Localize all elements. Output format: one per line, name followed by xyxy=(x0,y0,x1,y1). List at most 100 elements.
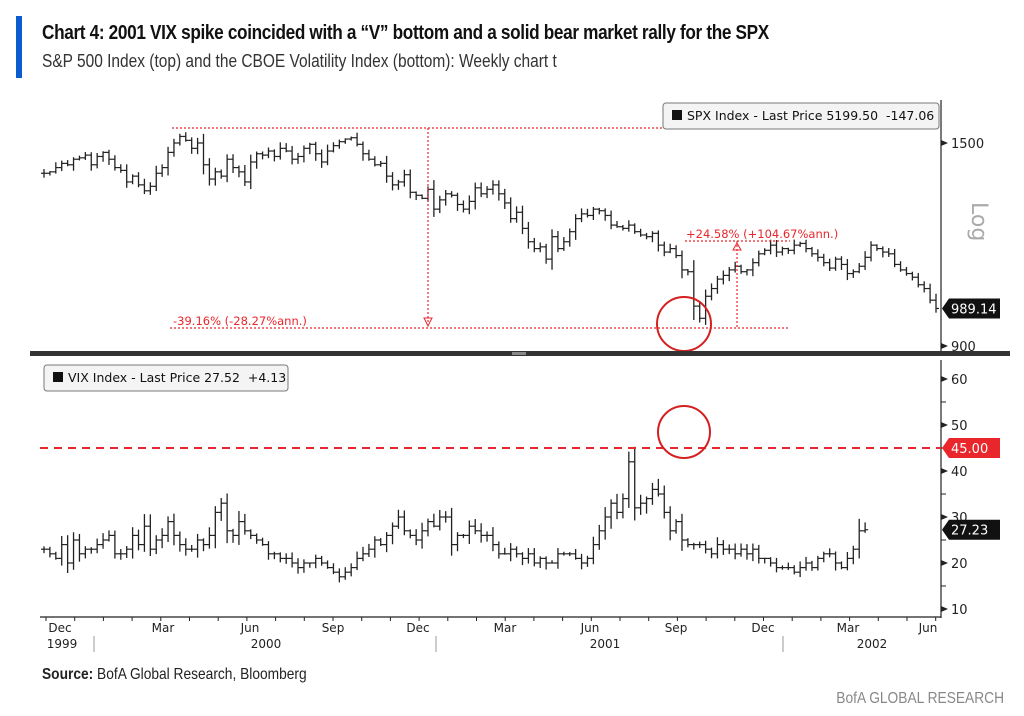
vix-bar xyxy=(212,506,219,549)
vix-bar xyxy=(253,533,260,544)
vix-y-tick-label: 60 xyxy=(951,373,968,388)
vix-bar xyxy=(614,493,621,520)
vix-bar xyxy=(808,560,815,571)
vix-bar xyxy=(856,518,863,559)
spx-bar xyxy=(200,133,207,175)
spx-bar xyxy=(46,171,53,176)
vix-bar xyxy=(359,546,366,562)
spx-bar xyxy=(153,165,160,192)
spx-bar xyxy=(608,210,615,230)
vix-bar xyxy=(726,544,733,555)
spx-bar xyxy=(649,231,656,243)
spx-bar xyxy=(495,180,502,201)
source-note: Source: BofA Global Research, Bloomberg xyxy=(42,666,307,684)
chart-title: Chart 4: 2001 VIX spike coincided with a… xyxy=(42,22,769,44)
vix-bar xyxy=(655,478,662,497)
spx-bar xyxy=(212,167,219,186)
vix-bar xyxy=(283,553,290,564)
x-month-label: Mar xyxy=(837,621,860,635)
decline-annotation-label: -39.16% (-28.27%ann.) xyxy=(173,314,307,328)
spx-bar xyxy=(584,208,591,218)
vix-legend-text: VIX Index - Last Price 27.52 +4.13 xyxy=(68,370,286,385)
vix-bar xyxy=(714,537,721,559)
vix-bar xyxy=(720,540,727,555)
spx-bar xyxy=(76,155,83,161)
panel-resize-handle[interactable] xyxy=(512,352,526,355)
vix-bar xyxy=(342,567,349,580)
vix-y-tick-label: 20 xyxy=(951,557,968,572)
vix-y-tick xyxy=(941,468,948,474)
spx-bar xyxy=(312,141,319,161)
spx-bar xyxy=(407,169,414,199)
spx-bar xyxy=(295,152,302,164)
vix-bar xyxy=(755,544,762,564)
vix-bar xyxy=(147,514,154,557)
spx-bar xyxy=(442,189,449,206)
vix-bar xyxy=(46,546,53,558)
spx-bar xyxy=(41,169,47,178)
chart-subtitle: S&P 500 Index (top) and the CBOE Volatil… xyxy=(42,51,557,71)
spx-bar xyxy=(100,151,107,162)
spx-bar xyxy=(873,244,880,251)
vix-bar xyxy=(531,548,538,567)
vix-bar xyxy=(566,552,573,557)
vix-bar xyxy=(460,533,467,539)
vix-y-tick-label: 40 xyxy=(951,465,968,480)
spx-bar xyxy=(543,243,550,264)
spx-bar xyxy=(466,195,473,215)
vix-bar xyxy=(608,499,615,529)
spx-bar xyxy=(667,243,674,254)
brand-footer: BofA GLOBAL RESEARCH xyxy=(836,690,1004,707)
vix-last-flag-label: 27.23 xyxy=(951,524,988,539)
vix-bar xyxy=(354,551,361,571)
spx-bar xyxy=(820,253,827,267)
vix-bar xyxy=(241,513,248,535)
vix-bar xyxy=(454,532,461,552)
vix-bar xyxy=(549,560,556,564)
vix-bar xyxy=(230,528,237,543)
spx-bar xyxy=(808,246,815,257)
vix-bar xyxy=(489,527,496,552)
spx-bar xyxy=(578,208,585,223)
spx-bar xyxy=(619,224,626,231)
spx-bar xyxy=(70,157,77,171)
spx-bar xyxy=(507,197,514,223)
vix-bar xyxy=(667,506,674,541)
vix-bar xyxy=(862,522,869,533)
vix-bar xyxy=(306,562,313,568)
vix-bar xyxy=(100,533,107,549)
x-year-label: 2000 xyxy=(251,637,282,651)
spx-bar xyxy=(489,180,496,195)
rally-annotation-label: +24.58% (+104.67%ann.) xyxy=(686,227,838,241)
vix-bar xyxy=(661,485,668,519)
vix-y-tick xyxy=(941,376,948,382)
vix-bar xyxy=(844,552,851,571)
vix-bar xyxy=(619,493,626,519)
spx-bar xyxy=(135,172,142,188)
spx-bar xyxy=(94,152,101,169)
vix-legend-swatch xyxy=(53,372,63,382)
spx-bar xyxy=(82,152,89,160)
vix-bar xyxy=(194,533,201,558)
spx-bar xyxy=(655,230,662,252)
spx-bar xyxy=(235,165,242,178)
spx-y-tick xyxy=(941,140,948,146)
vix-bar xyxy=(88,547,95,554)
spx-bar xyxy=(111,155,118,171)
vix-bar xyxy=(111,530,118,559)
spx-bar xyxy=(460,200,467,213)
spx-bar xyxy=(785,247,792,254)
x-month-label: Mar xyxy=(152,621,175,635)
spx-bar xyxy=(64,160,71,167)
spx-bar xyxy=(330,142,337,153)
x-year-label: 1999 xyxy=(47,637,78,651)
spx-scale-label: Log xyxy=(966,202,991,241)
spx-bar xyxy=(58,160,65,172)
spx-bar xyxy=(230,154,237,174)
spx-bar xyxy=(643,232,650,240)
spx-bar xyxy=(348,136,355,141)
vix-bar xyxy=(389,522,396,545)
vix-bar xyxy=(383,532,390,553)
spx-bar xyxy=(147,182,154,195)
spx-bar xyxy=(513,206,520,223)
